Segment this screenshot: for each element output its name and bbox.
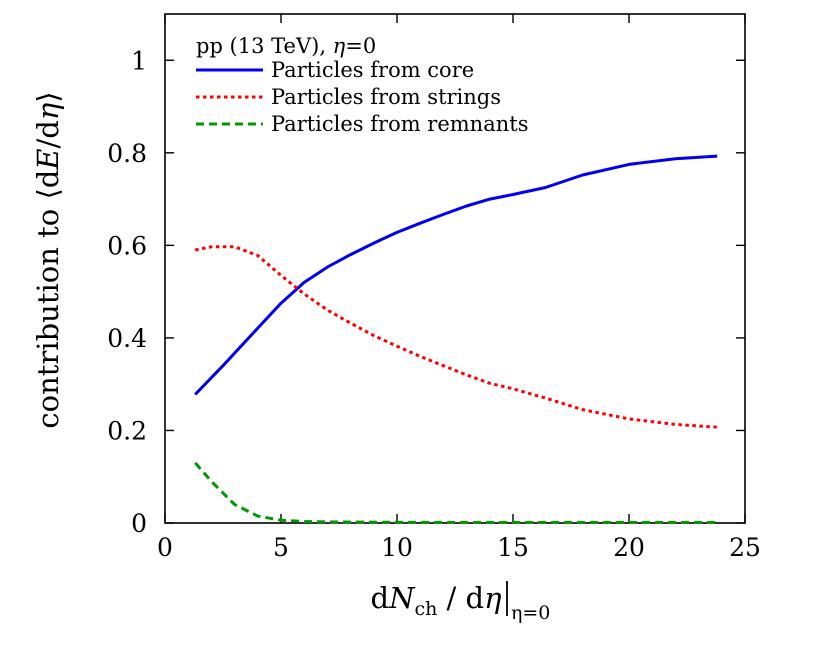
x-tick-label: 5 xyxy=(273,533,289,562)
y-tick-label: 0.6 xyxy=(107,231,147,260)
x-axis-title: dNch / dη xyxy=(371,581,503,620)
xlabel-N: N xyxy=(388,581,416,615)
x-tick-label: 25 xyxy=(729,533,761,562)
legend-label-1: Particles from core xyxy=(271,58,474,82)
xlabel-eta: η xyxy=(484,581,502,615)
x-tick-label: 10 xyxy=(381,533,413,562)
xlabel-eval-subscript: η=0 xyxy=(511,602,550,624)
ylabel-slash: /d xyxy=(31,120,65,148)
xlabel-d: d xyxy=(371,581,390,615)
legend-label-2: Particles from strings xyxy=(271,85,501,109)
ylabel-d: d xyxy=(31,170,65,189)
y-tick-label: 0.8 xyxy=(107,139,147,168)
x-tick-label: 20 xyxy=(613,533,645,562)
series-line-particles-from-core xyxy=(194,154,718,396)
legend: Particles from core Particles from string… xyxy=(196,58,528,136)
annotation-prefix: pp (13 TeV), xyxy=(196,34,333,58)
y-tick-label: 0.4 xyxy=(107,324,147,353)
y-tick-label: 0 xyxy=(131,509,147,538)
legend-label-3: Particles from remnants xyxy=(271,112,528,136)
ylabel-rangle: ⟩ xyxy=(31,91,65,102)
series-line-particles-from-remnants xyxy=(194,461,718,524)
x-tick-label: 0 xyxy=(157,533,173,562)
y-tick-label: 0.2 xyxy=(107,416,147,445)
ylabel-eta: η xyxy=(31,102,65,120)
series-layer xyxy=(194,154,718,524)
y-tick-label: 1 xyxy=(131,46,147,75)
ticks-layer: 0 5 10 15 20 25 0 0.2 0.4 0.6 0.8 1 xyxy=(107,14,761,562)
ylabel-prefix: contribution to xyxy=(31,200,65,429)
xlabel-sub-ch: ch xyxy=(414,598,437,620)
series-line-particles-from-strings xyxy=(194,245,718,429)
xlabel-mid: / d xyxy=(437,581,484,615)
chart-annotation: pp (13 TeV), η=0 xyxy=(196,34,376,58)
x-tick-label: 15 xyxy=(497,533,529,562)
annotation-suffix: =0 xyxy=(345,34,376,58)
ylabel-E: E xyxy=(31,148,65,170)
annotation-eta-symbol: η xyxy=(333,34,346,58)
y-axis-title: contribution to ⟨dE/dη⟩ xyxy=(31,91,65,428)
ylabel-langle: ⟨ xyxy=(31,188,65,199)
